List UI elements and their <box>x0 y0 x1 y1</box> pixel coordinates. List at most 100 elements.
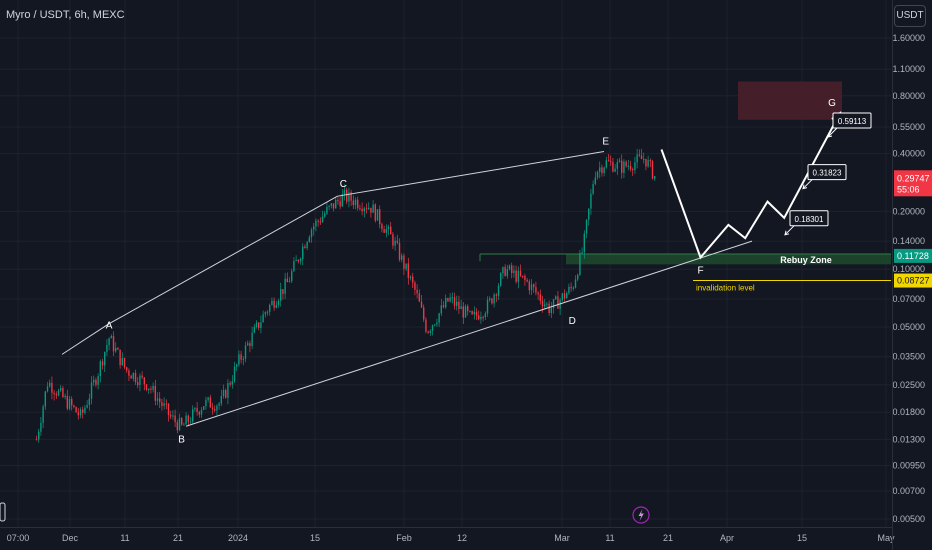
candle-body <box>583 233 586 253</box>
candle-body <box>629 165 632 170</box>
candle-body <box>170 415 172 417</box>
price-tick-label: 0.00950 <box>892 460 925 470</box>
candle-body <box>370 207 372 213</box>
price-tick-label: 0.07000 <box>892 294 925 304</box>
candle-body <box>330 203 333 206</box>
candle-body <box>313 226 315 230</box>
candle-body <box>46 386 49 392</box>
price-tick-label: 0.14000 <box>892 236 925 246</box>
invalidation-price-value: 0.08727 <box>897 276 930 286</box>
rebuy-price-tag <box>894 248 932 263</box>
rebuy-zone <box>566 253 891 265</box>
symbol-title[interactable]: Myro / USDT, 6h, MEXC <box>6 9 125 21</box>
candle-body <box>383 229 385 233</box>
candle-body <box>425 319 427 332</box>
candle-body <box>577 274 579 280</box>
candle-body <box>57 390 60 396</box>
candle-body <box>104 352 106 366</box>
candle-body <box>319 221 322 223</box>
candle-body <box>335 199 337 209</box>
current-price-tag <box>894 170 932 197</box>
time-tick-label: Apr <box>720 533 734 543</box>
candle-body <box>174 415 176 423</box>
candle-body <box>530 284 533 291</box>
time-tick-label: 21 <box>663 533 673 543</box>
candle-body <box>392 234 394 246</box>
candle-body <box>449 297 451 302</box>
candle-body <box>222 390 225 397</box>
candle-body <box>255 322 258 327</box>
candle-body <box>326 206 328 214</box>
time-tick-label: 15 <box>797 533 807 543</box>
channel-upper-segment-3 <box>337 151 605 197</box>
candle-body <box>649 160 652 162</box>
time-tick-label: 21 <box>173 533 183 543</box>
wave-label-f: F <box>697 266 703 277</box>
time-tick-label: Dec <box>62 533 79 543</box>
target-leader <box>784 225 795 236</box>
lightning-icon[interactable] <box>632 506 650 524</box>
candle-body <box>225 390 227 398</box>
currency-button[interactable]: USDT <box>894 5 926 27</box>
target-value: 0.59113 <box>838 117 867 126</box>
candle-body <box>537 292 539 295</box>
candle-body <box>266 311 269 313</box>
drawing-tool-icon[interactable] <box>0 502 6 522</box>
candle-body <box>134 372 137 383</box>
candle-body <box>310 229 313 238</box>
candle-body <box>511 265 513 273</box>
candle-body <box>376 209 379 221</box>
candle-body <box>480 316 482 320</box>
candle-body <box>332 203 335 209</box>
price-tick-label: 1.60000 <box>892 33 925 43</box>
candle-body <box>381 224 383 230</box>
candle-body <box>295 259 297 262</box>
candle-body <box>216 405 218 411</box>
candle-body <box>240 354 242 360</box>
candle-body <box>317 220 319 222</box>
price-tick-label: 1.10000 <box>892 64 925 74</box>
target-leader <box>827 127 838 138</box>
wave-label-a: A <box>106 321 113 332</box>
time-tick-label: 15 <box>310 533 320 543</box>
candle-body <box>486 299 489 314</box>
candle-body <box>473 311 476 315</box>
candle-body <box>66 395 69 409</box>
bar-countdown: 55:06 <box>897 184 920 194</box>
candle-body <box>638 154 641 156</box>
candle-body <box>189 421 192 423</box>
candle-body <box>264 312 267 315</box>
candle-body <box>108 338 110 345</box>
candle-body <box>328 205 330 207</box>
candle-body <box>324 213 326 217</box>
price-tick-label: 0.02500 <box>892 380 925 390</box>
candle-body <box>152 385 154 390</box>
candle-body <box>508 265 511 270</box>
candle-body <box>227 383 229 398</box>
candle-body <box>506 269 509 276</box>
candle-body <box>350 192 352 201</box>
candle-body <box>579 252 581 275</box>
candle-body <box>242 358 245 360</box>
candle-body <box>207 397 209 400</box>
candle-body <box>491 298 493 304</box>
candle-body <box>403 255 405 269</box>
candle-body <box>634 162 636 171</box>
candle-body <box>55 394 58 396</box>
candle-body <box>62 388 64 398</box>
candle-body <box>627 165 630 167</box>
candle-body <box>636 154 638 163</box>
time-tick-label: 11 <box>605 533 614 543</box>
candle-body <box>456 301 458 306</box>
candle-body <box>64 395 66 398</box>
candle-body <box>93 379 95 383</box>
projection-path <box>660 112 841 260</box>
candle-body <box>519 270 522 276</box>
candle-body <box>203 406 205 410</box>
candle-body <box>493 294 495 304</box>
candle-body <box>40 422 42 432</box>
price-axis-border <box>892 0 893 550</box>
drawing-tool-icon-frame <box>0 502 6 522</box>
